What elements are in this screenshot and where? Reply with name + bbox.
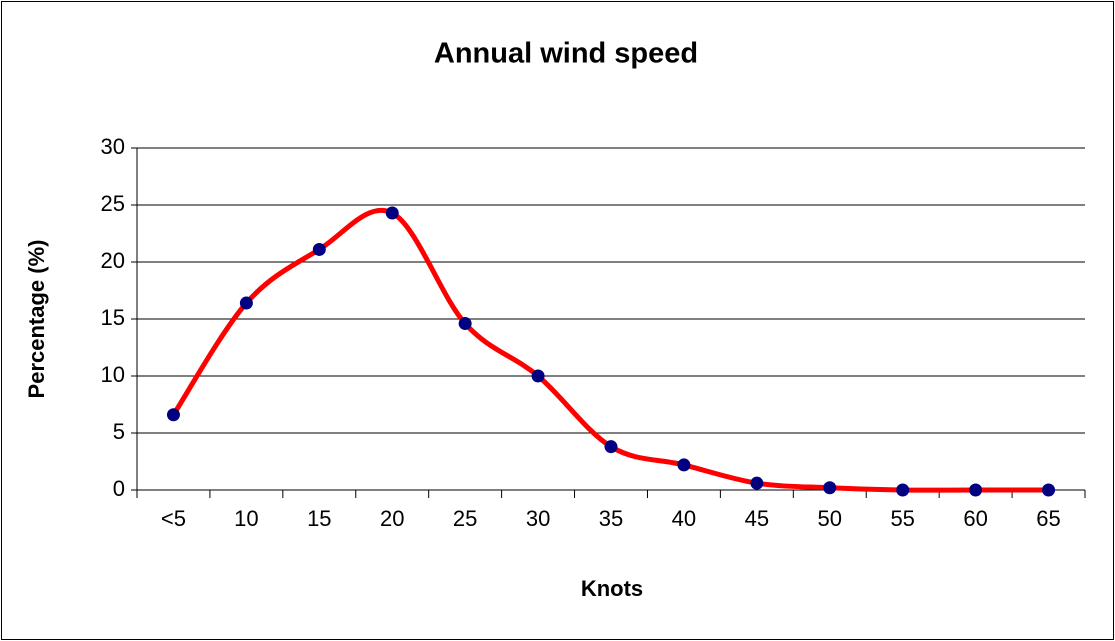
data-point xyxy=(1042,483,1056,497)
data-point xyxy=(312,242,326,256)
x-tick-label: 35 xyxy=(599,506,623,531)
data-point xyxy=(166,408,180,422)
x-tick-label: 15 xyxy=(307,506,331,531)
y-tick-label: 15 xyxy=(101,305,125,330)
x-tick-label: 30 xyxy=(526,506,550,531)
data-point xyxy=(239,296,253,310)
x-tick-label: 40 xyxy=(672,506,696,531)
x-tick-label: 20 xyxy=(380,506,404,531)
x-tick-label: 65 xyxy=(1036,506,1060,531)
data-point xyxy=(896,483,910,497)
y-tick-label: 20 xyxy=(101,248,125,273)
y-tick-label: 5 xyxy=(113,419,125,444)
data-point xyxy=(969,483,983,497)
x-axis-label: Knots xyxy=(581,576,643,601)
data-point xyxy=(531,369,545,383)
y-tick-label: 0 xyxy=(113,476,125,501)
x-tick-label: 50 xyxy=(818,506,842,531)
x-tick-label: 10 xyxy=(234,506,258,531)
data-point xyxy=(823,481,837,495)
x-tick-label: 45 xyxy=(745,506,769,531)
data-point xyxy=(750,476,764,490)
x-tick-label: 55 xyxy=(890,506,914,531)
y-tick-label: 30 xyxy=(101,134,125,159)
x-tick-label: 60 xyxy=(963,506,987,531)
x-tick-label: 25 xyxy=(453,506,477,531)
chart-title: Annual wind speed xyxy=(434,38,698,70)
y-tick-label: 25 xyxy=(101,191,125,216)
data-point xyxy=(677,458,691,472)
data-point xyxy=(458,317,472,331)
y-axis-label: Percentage (%) xyxy=(24,240,49,399)
y-tick-label: 10 xyxy=(101,362,125,387)
data-point xyxy=(604,440,618,454)
data-point xyxy=(385,206,399,220)
x-tick-label: <5 xyxy=(161,506,186,531)
data-line xyxy=(171,208,1049,493)
